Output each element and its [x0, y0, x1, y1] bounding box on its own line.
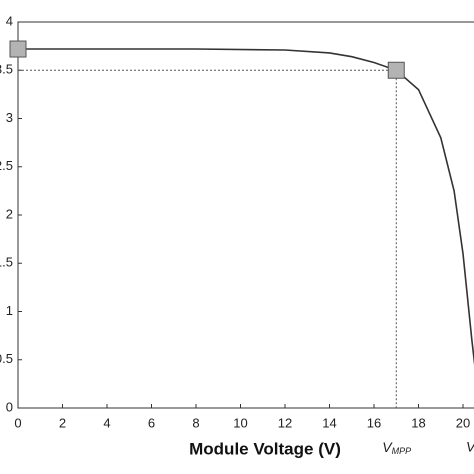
x-tick-label: 20	[456, 415, 470, 430]
x-tick-label: 10	[233, 415, 247, 430]
x-tick-label: 6	[148, 415, 155, 430]
x-tick-label: 14	[322, 415, 336, 430]
point-marker	[387, 61, 405, 79]
y-tick-label: 3	[6, 110, 13, 125]
y-tick-label: 0	[6, 399, 13, 414]
y-tick-label: 0.5	[0, 351, 13, 366]
x-tick-label: 0	[14, 415, 21, 430]
voc-label: V	[466, 439, 474, 455]
y-tick-label: 2.5	[0, 158, 13, 173]
x-tick-label: 12	[278, 415, 292, 430]
x-tick-label: 16	[367, 415, 381, 430]
vmpp-main: V	[382, 439, 393, 455]
point-marker	[9, 40, 27, 58]
iv-curve	[18, 48, 474, 366]
x-tick-label: 4	[103, 415, 110, 430]
y-tick-label: 1	[6, 303, 13, 318]
y-tick-label: 1.5	[0, 255, 13, 270]
y-tick-label: 2	[6, 206, 13, 221]
vmpp-label: VMPP	[382, 439, 411, 457]
plot-frame	[17, 21, 474, 409]
y-tick-label: 3.5	[0, 62, 13, 77]
vmpp-sub: MPP	[392, 446, 412, 456]
x-tick-label: 8	[192, 415, 199, 430]
x-tick-label: 2	[59, 415, 66, 430]
y-tick-label: 4	[6, 13, 13, 28]
x-axis-label: Module Voltage (V)	[189, 439, 341, 458]
x-tick-label: 18	[411, 415, 425, 430]
